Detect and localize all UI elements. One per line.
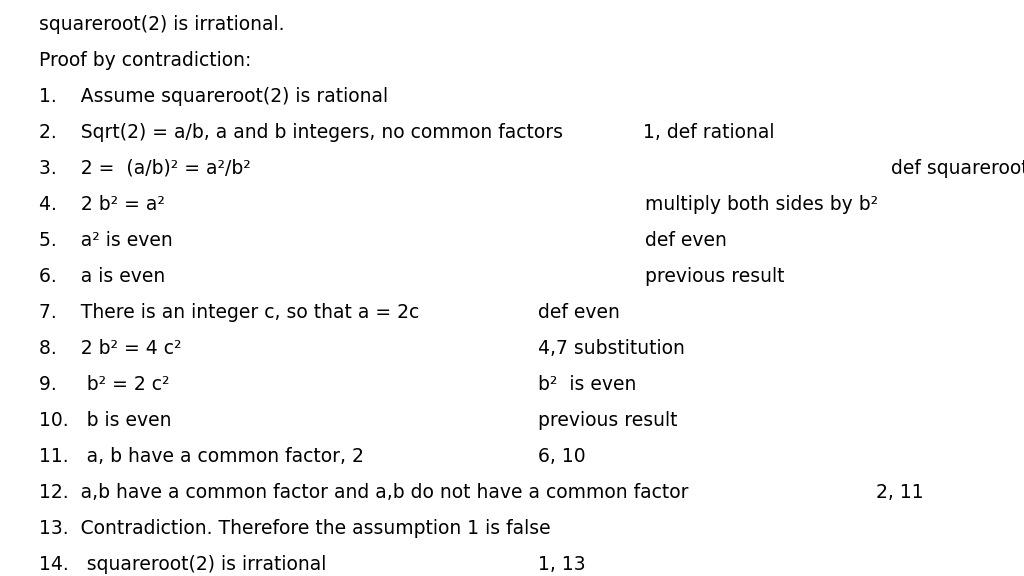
- Text: 7.    There is an integer c, so that a = 2c: 7. There is an integer c, so that a = 2c: [39, 303, 419, 321]
- Text: 13.  Contradiction. Therefore the assumption 1 is false: 13. Contradiction. Therefore the assumpt…: [39, 519, 551, 537]
- Text: 6.    a is even: 6. a is even: [39, 267, 165, 286]
- Text: 9.     b² = 2 c²: 9. b² = 2 c²: [39, 375, 169, 393]
- Text: b²  is even: b² is even: [538, 375, 636, 393]
- Text: 1, def rational: 1, def rational: [643, 123, 774, 142]
- Text: 10.   b is even: 10. b is even: [39, 411, 171, 430]
- Text: 1.    Assume squareroot(2) is rational: 1. Assume squareroot(2) is rational: [39, 87, 388, 105]
- Text: multiply both sides by b²: multiply both sides by b²: [645, 195, 879, 214]
- Text: 8.    2 b² = 4 c²: 8. 2 b² = 4 c²: [39, 339, 181, 358]
- Text: previous result: previous result: [645, 267, 784, 286]
- Text: 1, 13: 1, 13: [538, 555, 586, 574]
- Text: 2.    Sqrt(2) = a/b, a and b integers, no common factors: 2. Sqrt(2) = a/b, a and b integers, no c…: [39, 123, 563, 142]
- Text: previous result: previous result: [538, 411, 677, 430]
- Text: 3.    2 =  (a/b)² = a²/b²: 3. 2 = (a/b)² = a²/b²: [39, 159, 251, 177]
- Text: def squareroot: def squareroot: [891, 159, 1024, 177]
- Text: 4.    2 b² = a²: 4. 2 b² = a²: [39, 195, 165, 214]
- Text: 6, 10: 6, 10: [538, 447, 586, 465]
- Text: 11.   a, b have a common factor, 2: 11. a, b have a common factor, 2: [39, 447, 364, 465]
- Text: 2, 11: 2, 11: [876, 483, 924, 502]
- Text: Proof by contradiction:: Proof by contradiction:: [39, 51, 251, 70]
- Text: def even: def even: [645, 231, 727, 249]
- Text: 14.   squareroot(2) is irrational: 14. squareroot(2) is irrational: [39, 555, 327, 574]
- Text: 5.    a² is even: 5. a² is even: [39, 231, 173, 249]
- Text: def even: def even: [538, 303, 620, 321]
- Text: squareroot(2) is irrational.: squareroot(2) is irrational.: [39, 15, 285, 33]
- Text: 12.  a,b have a common factor and a,b do not have a common factor: 12. a,b have a common factor and a,b do …: [39, 483, 688, 502]
- Text: 4,7 substitution: 4,7 substitution: [538, 339, 684, 358]
